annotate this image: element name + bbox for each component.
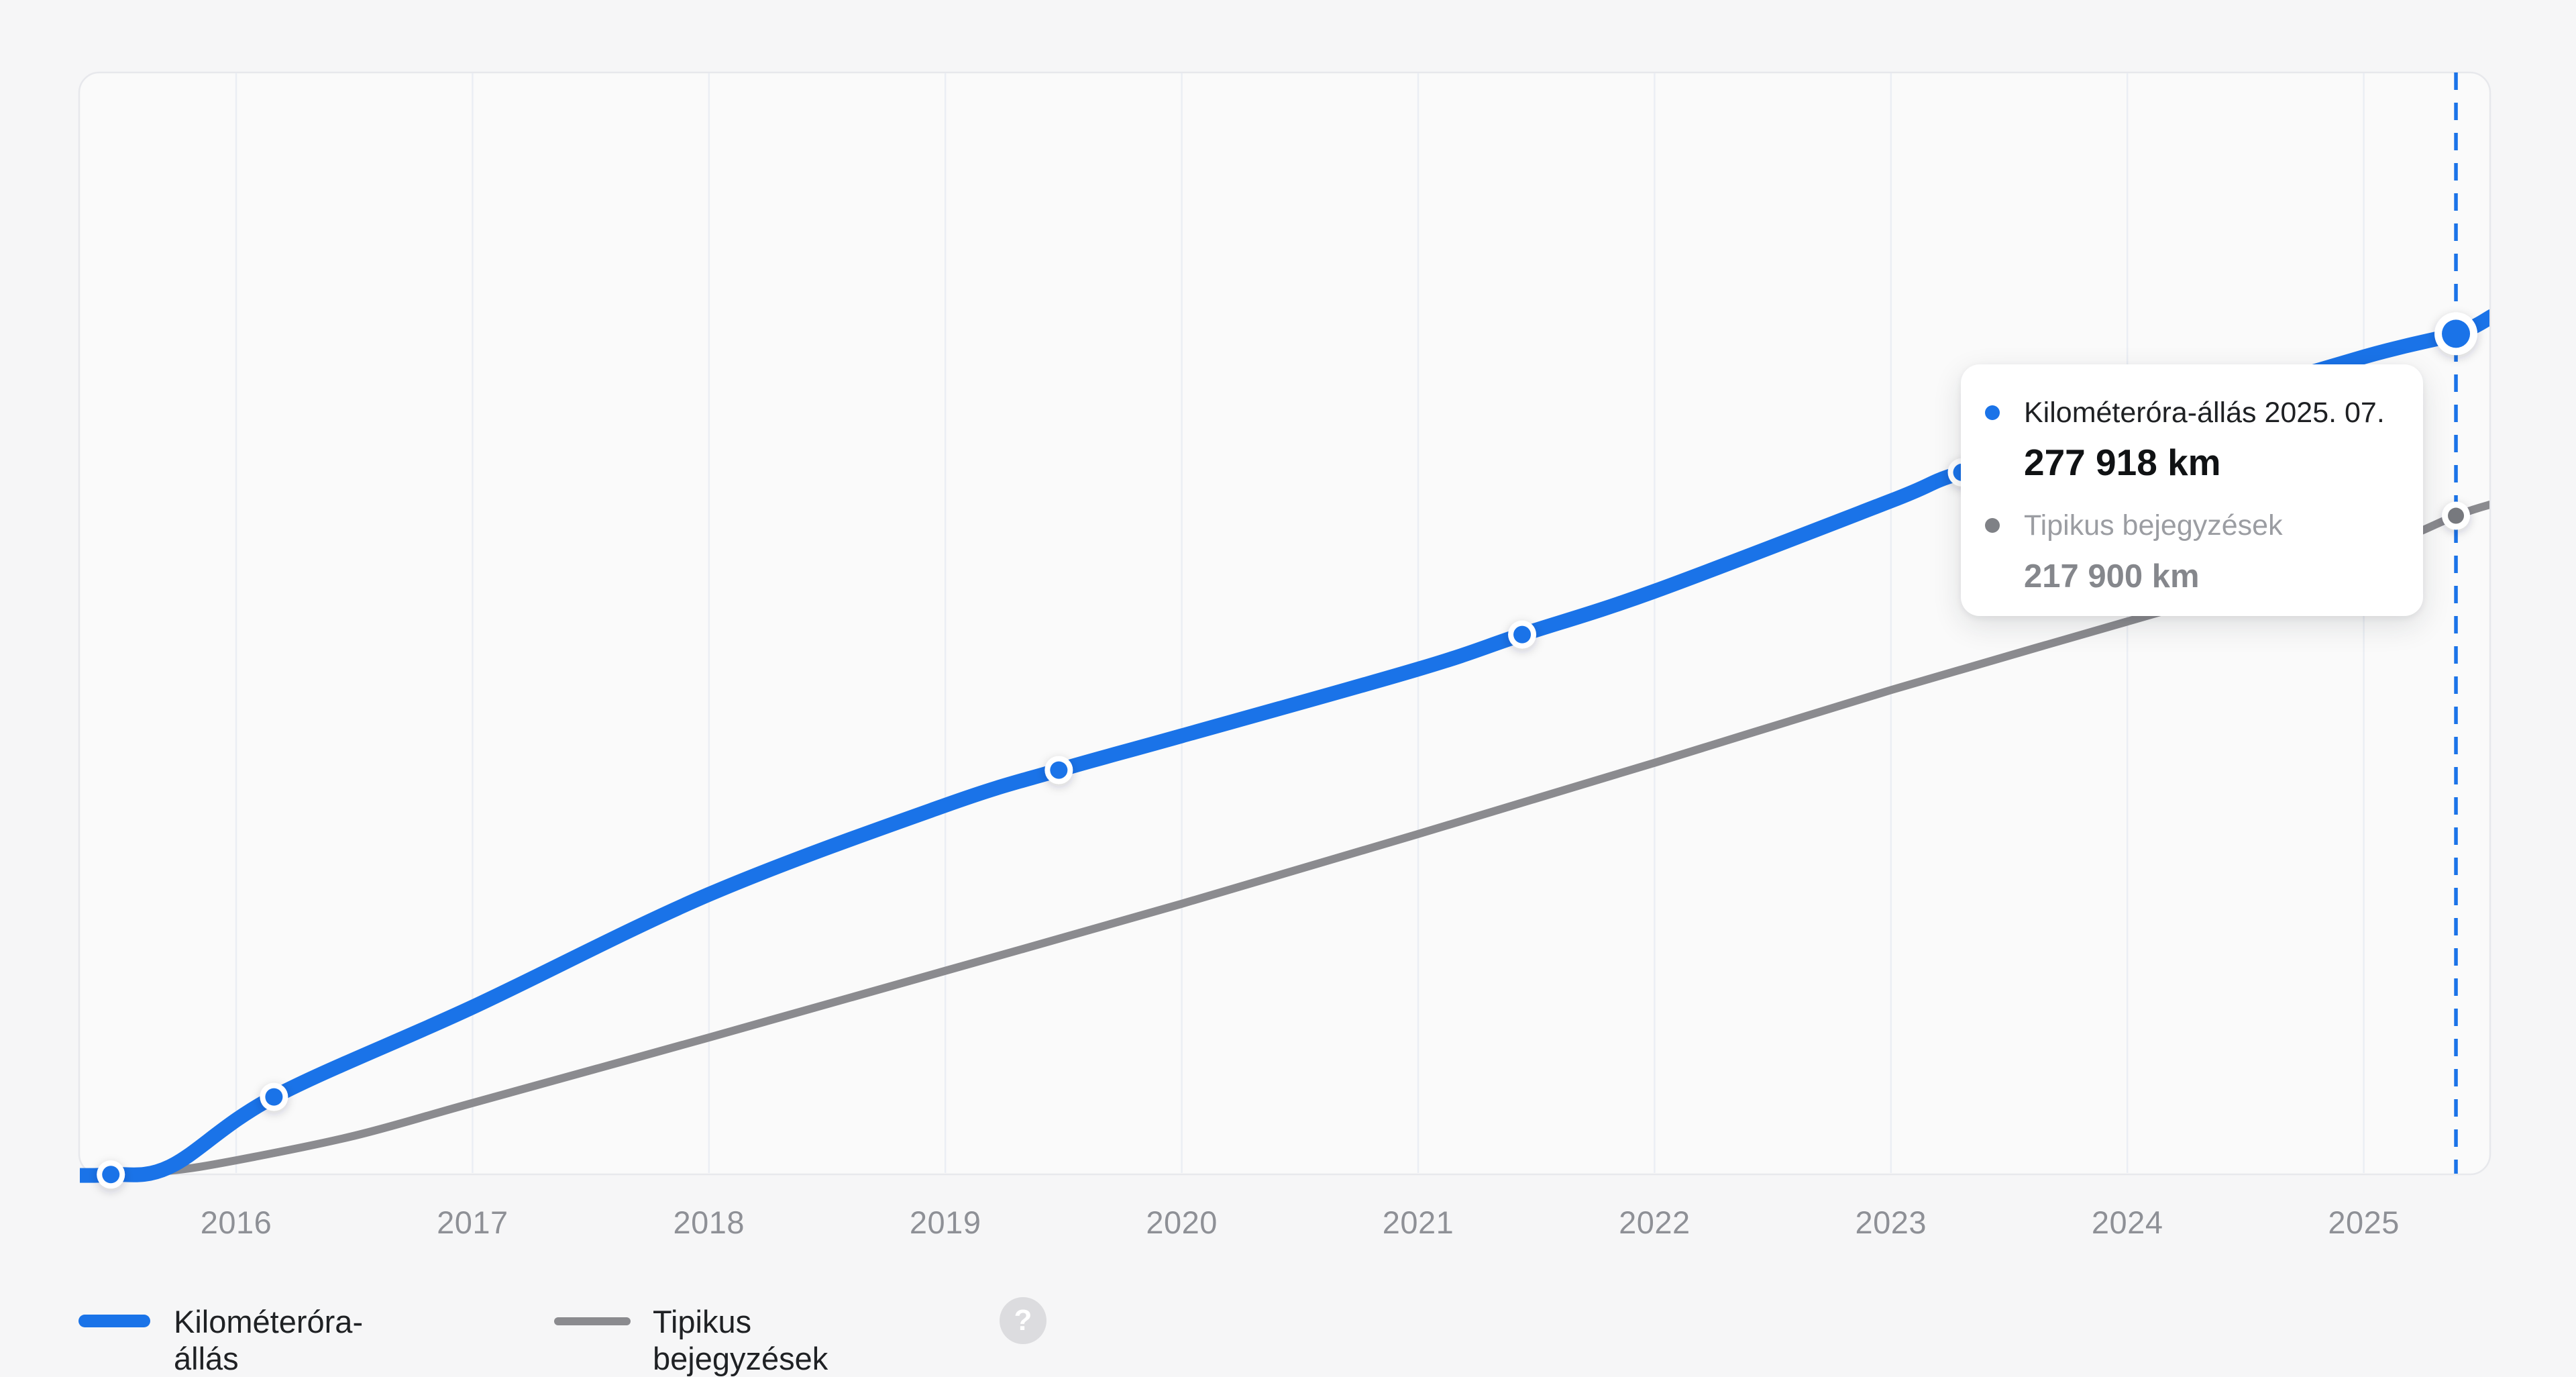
x-tick-label-2018: 2018 <box>673 1205 745 1240</box>
x-tick-label-2016: 2016 <box>200 1205 272 1240</box>
blue-bullet-icon <box>1985 405 2000 420</box>
x-tick-label-2017: 2017 <box>437 1205 508 1240</box>
odometer-marker-2 <box>1050 761 1068 779</box>
x-tick-label-2020: 2020 <box>1146 1205 1218 1240</box>
legend-item-odometer[interactable]: Kilométeróra-állás <box>174 1304 364 1376</box>
tooltip-odometer-label: Kilométeróra-állás 2025. 07. <box>2024 396 2385 429</box>
tooltip-typical-label: Tipikus bejegyzések <box>2024 509 2283 542</box>
typical-series-swatch <box>554 1317 631 1325</box>
odometer-marker-1 <box>265 1088 283 1106</box>
help-icon[interactable]: ? <box>1000 1297 1046 1344</box>
x-tick-label-2022: 2022 <box>1619 1205 1690 1240</box>
gray-bullet-icon <box>1985 518 2000 533</box>
x-tick-label-2023: 2023 <box>1855 1205 1927 1240</box>
odometer-marker-0 <box>102 1166 120 1184</box>
x-tick-label-2024: 2024 <box>2091 1205 2163 1240</box>
odometer-series-swatch <box>78 1315 150 1327</box>
legend-item-typical[interactable]: Tipikus bejegyzések <box>653 1304 828 1376</box>
tooltip-typical-row: Tipikus bejegyzések <box>1985 507 2283 544</box>
odometer-marker-3 <box>1513 625 1532 644</box>
chart-tooltip: Kilométeróra-állás 2025. 07. 277 918 km … <box>1961 364 2423 616</box>
tooltip-odometer-value: 277 918 km <box>2024 442 2221 483</box>
gridlines <box>235 73 2365 1173</box>
odometer-end-marker <box>2442 319 2471 348</box>
x-tick-label-2025: 2025 <box>2328 1205 2400 1240</box>
typical-end-marker <box>2448 507 2465 524</box>
tooltip-odometer-row: Kilométeróra-állás 2025. 07. <box>1985 394 2385 431</box>
x-tick-label-2021: 2021 <box>1382 1205 1454 1240</box>
x-tick-label-2019: 2019 <box>909 1205 981 1240</box>
tooltip-typical-value: 217 900 km <box>2024 558 2200 595</box>
